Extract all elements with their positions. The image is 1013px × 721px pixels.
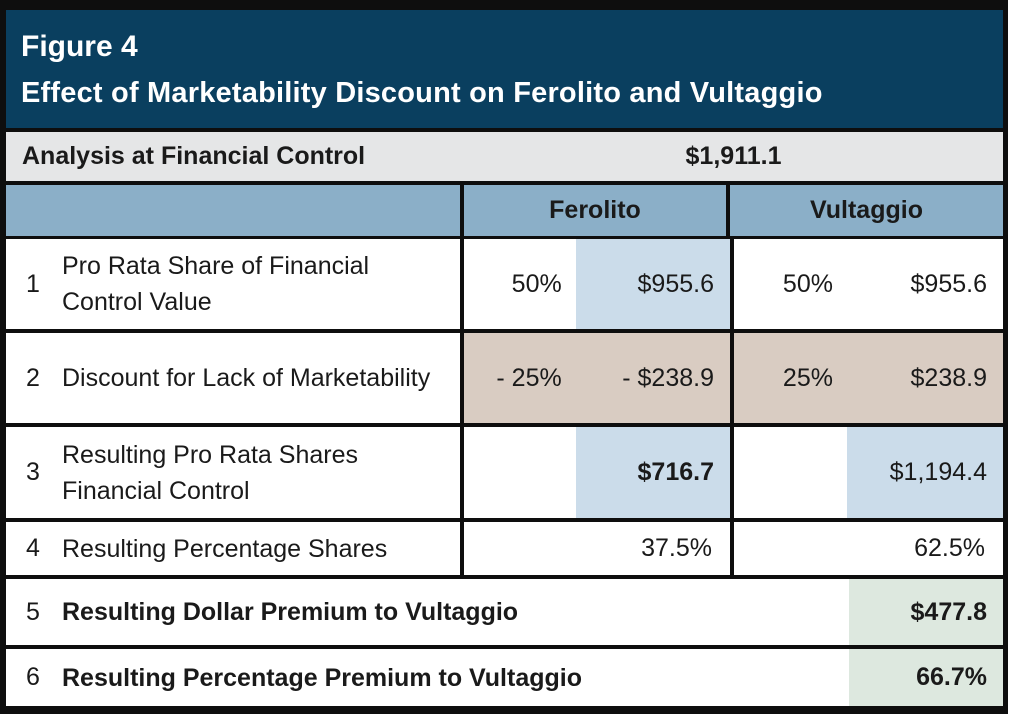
row-2-description-cell: 2 Discount for Lack of Marketability bbox=[6, 333, 464, 423]
row-6-description-cell: 6 Resulting Percentage Premium to Vultag… bbox=[6, 649, 849, 706]
row-3-ferolito-pct bbox=[464, 427, 576, 518]
table-row-4: 4 Resulting Percentage Shares 37.5% 62.5… bbox=[6, 518, 1003, 575]
analysis-row: Analysis at Financial Control $1,911.1 bbox=[6, 128, 1003, 181]
row-6-premium-value: 66.7% bbox=[849, 649, 1003, 706]
header-empty-cell bbox=[6, 185, 464, 236]
row-3-number: 3 bbox=[26, 458, 40, 486]
row-6-number: 6 bbox=[26, 663, 40, 691]
row-3-ferolito-cell: $716.7 bbox=[464, 427, 734, 518]
header-ferolito: Ferolito bbox=[464, 185, 730, 236]
column-header-row: Ferolito Vultaggio bbox=[6, 181, 1003, 236]
row-4-vultaggio-value: 62.5% bbox=[914, 534, 985, 562]
row-1-ferolito-cell: 50% $955.6 bbox=[464, 239, 734, 329]
row-1-vultaggio-cell: 50% $955.6 bbox=[734, 239, 1003, 329]
row-1-number: 1 bbox=[26, 269, 40, 298]
row-1-label: Pro Rata Share of Financial Control Valu… bbox=[62, 252, 370, 316]
row-1-vultaggio-pct: 50% bbox=[782, 269, 833, 298]
row-2-ferolito-cell: - 25% - $238.9 bbox=[464, 333, 734, 423]
row-2-label: Discount for Lack of Marketability bbox=[62, 364, 431, 392]
figure-label: Figure 4 bbox=[21, 30, 138, 63]
row-2-number: 2 bbox=[26, 363, 40, 392]
row-4-number: 4 bbox=[26, 534, 40, 562]
row-2-ferolito-value: - $238.9 bbox=[622, 363, 714, 392]
row-3-label: Resulting Pro Rata Shares Financial Cont… bbox=[62, 440, 358, 505]
row-2-vultaggio-cell: 25% $238.9 bbox=[734, 333, 1003, 423]
row-4-vultaggio-cell: 62.5% bbox=[734, 522, 1003, 575]
row-1-ferolito-value: $955.6 bbox=[575, 239, 730, 329]
row-3-description-cell: 3 Resulting Pro Rata Shares Financial Co… bbox=[6, 427, 464, 518]
row-3-ferolito-value: $716.7 bbox=[575, 427, 730, 518]
row-5-description-cell: 5 Resulting Dollar Premium to Vultaggio bbox=[6, 579, 849, 645]
figure-title: Effect of Marketability Discount on Fero… bbox=[21, 77, 823, 109]
row-2-vultaggio-value: $238.9 bbox=[910, 363, 987, 392]
row-5-premium-value: $477.8 bbox=[849, 579, 1003, 645]
row-3-vultaggio-cell: $1,194.4 bbox=[734, 427, 1003, 518]
figure-title-block: Figure 4 Effect of Marketability Discoun… bbox=[6, 10, 1003, 128]
row-5-label: Resulting Dollar Premium to Vultaggio bbox=[62, 598, 519, 626]
row-3-vultaggio-value: $1,194.4 bbox=[846, 427, 1003, 518]
row-4-ferolito-cell: 37.5% bbox=[464, 522, 734, 575]
row-2-ferolito-pct: - 25% bbox=[496, 363, 562, 392]
row-3-vultaggio-pct bbox=[734, 427, 847, 518]
row-6-label: Resulting Percentage Premium to Vultaggi… bbox=[62, 663, 582, 692]
table-row-2: 2 Discount for Lack of Marketability - 2… bbox=[6, 329, 1003, 423]
header-vultaggio: Vultaggio bbox=[810, 196, 923, 224]
row-1-ferolito-pct: 50% bbox=[511, 269, 562, 298]
table-row-5: 5 Resulting Dollar Premium to Vultaggio … bbox=[6, 575, 1003, 645]
row-4-description-cell: 4 Resulting Percentage Shares bbox=[6, 522, 464, 575]
row-5-number: 5 bbox=[26, 597, 40, 626]
analysis-label: Analysis at Financial Control bbox=[22, 142, 366, 170]
table-row-6: 6 Resulting Percentage Premium to Vultag… bbox=[6, 645, 1003, 706]
row-1-vultaggio-value: $955.6 bbox=[910, 269, 987, 298]
table-row-3: 3 Resulting Pro Rata Shares Financial Co… bbox=[6, 423, 1003, 518]
table-row-1: 1 Pro Rata Share of Financial Control Va… bbox=[6, 236, 1003, 329]
row-1-description-cell: 1 Pro Rata Share of Financial Control Va… bbox=[6, 239, 464, 329]
row-4-label: Resulting Percentage Shares bbox=[62, 534, 388, 563]
row-2-vultaggio-pct: 25% bbox=[782, 363, 833, 392]
row-4-ferolito-value: 37.5% bbox=[641, 534, 712, 562]
analysis-value: $1,911.1 bbox=[685, 142, 782, 170]
